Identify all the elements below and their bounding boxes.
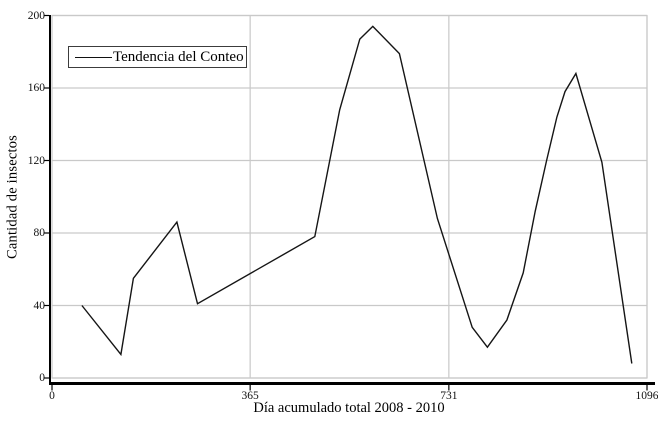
y-tick-label-0: 0	[39, 372, 45, 384]
legend-series-label: Tendencia del Conteo	[113, 48, 244, 65]
x-tick-label-365: 365	[241, 390, 259, 402]
x-tick-label-1096: 1096	[635, 390, 658, 402]
y-tick-label-200: 200	[27, 9, 45, 22]
y-tick-label-80: 80	[33, 227, 46, 239]
plot-frame	[51, 14, 648, 379]
series-line-0	[81, 25, 633, 364]
y-tick-label-120: 120	[27, 154, 45, 167]
y-tick-label-40: 40	[33, 299, 46, 312]
x-tick-label-0: 0	[49, 390, 55, 402]
x-tick-label-731: 731	[440, 390, 458, 402]
x-axis-title: Día acumulado total 2008 - 2010	[253, 400, 445, 416]
legend: Tendencia del Conteo	[68, 46, 247, 68]
y-tick-label-160: 160	[27, 82, 45, 94]
legend-line-sample-icon	[75, 56, 112, 58]
